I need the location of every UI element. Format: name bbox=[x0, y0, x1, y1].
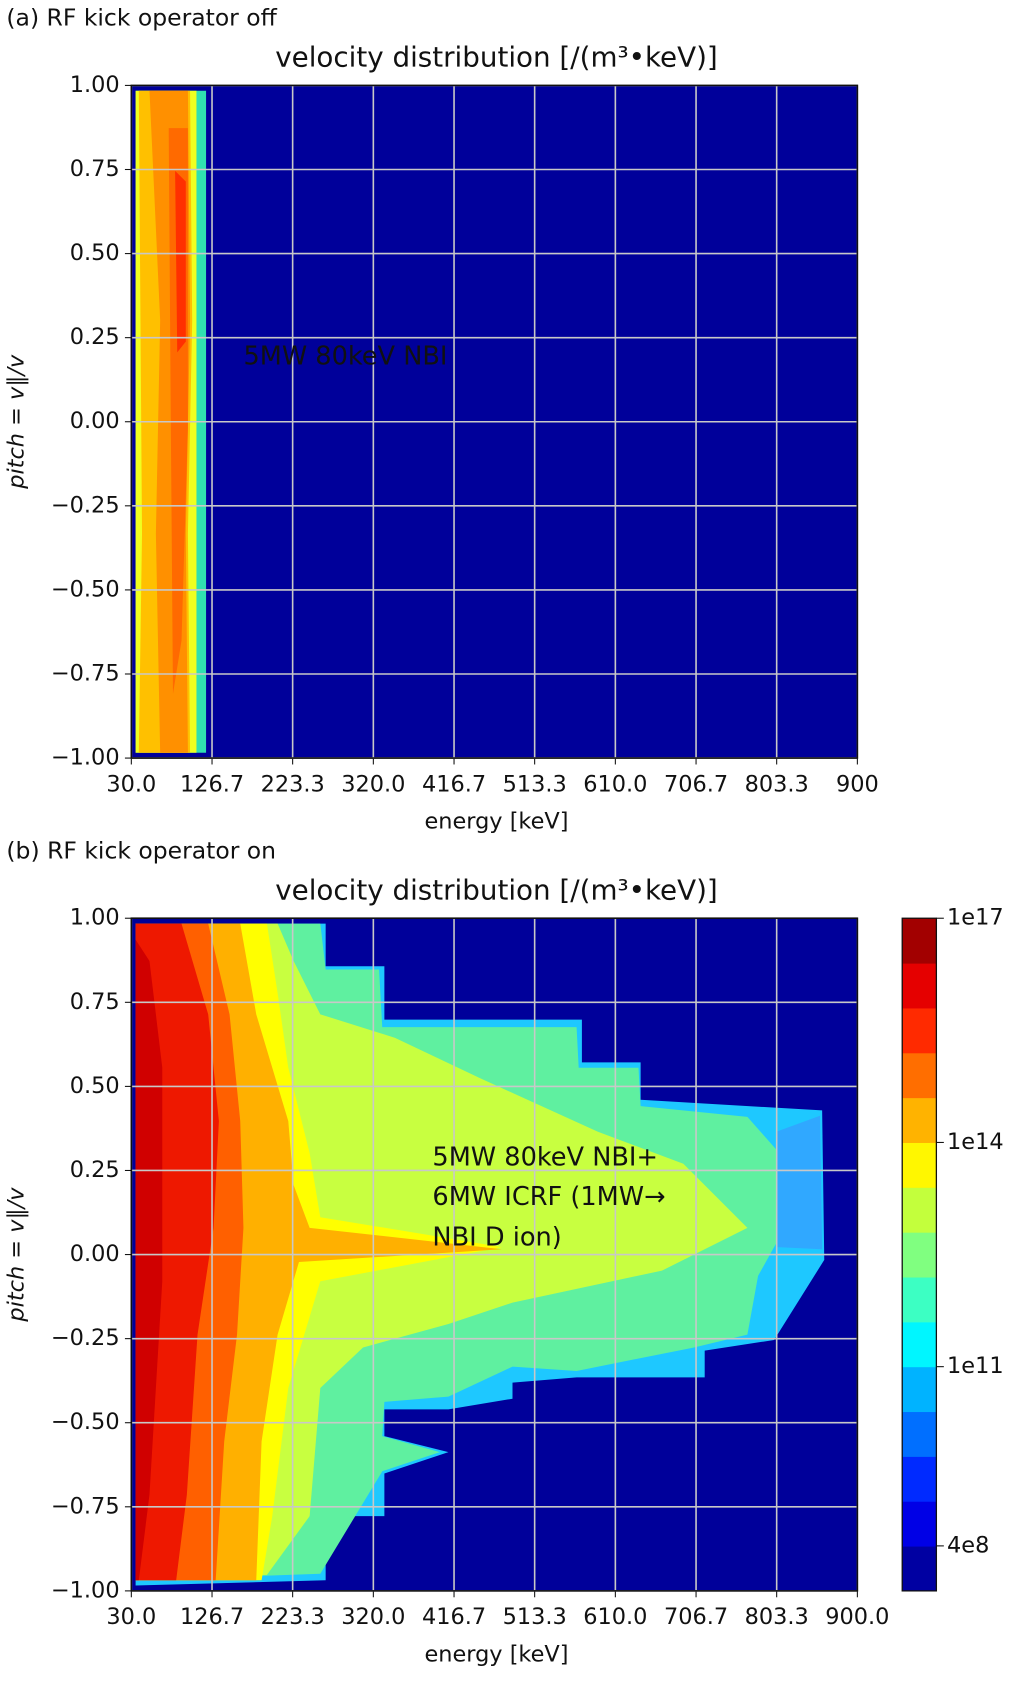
y-tick-label: −0.75 bbox=[51, 1493, 120, 1519]
colorbar-band bbox=[902, 1276, 937, 1323]
y-tick-label: −1.00 bbox=[51, 745, 120, 771]
x-tick-label: 223.3 bbox=[261, 771, 325, 797]
x-tick-label: 30.0 bbox=[106, 771, 156, 797]
x-tick-label: 513.3 bbox=[503, 1604, 567, 1630]
x-tick-label: 610.0 bbox=[583, 1604, 647, 1630]
colorbar-band bbox=[902, 1142, 937, 1188]
colorbar-band bbox=[902, 1007, 937, 1054]
annotation: NBI D ion) bbox=[432, 1223, 561, 1253]
x-tick-label: 706.7 bbox=[664, 1604, 728, 1630]
x-tick-label: 416.7 bbox=[422, 771, 486, 797]
annotation: 5MW 80keV NBI+ bbox=[432, 1142, 658, 1172]
colorbar-band bbox=[902, 1232, 937, 1278]
y-tick-label: −0.50 bbox=[51, 1409, 120, 1435]
y-tick-label: 0.75 bbox=[70, 989, 120, 1015]
annotation: 6MW ICRF (1MW→ bbox=[432, 1182, 665, 1212]
panel-label: (b) RF kick operator on bbox=[6, 837, 276, 865]
y-tick-label: 0.00 bbox=[70, 1241, 120, 1267]
colorbar-band bbox=[902, 1546, 937, 1592]
x-tick-label: 320.0 bbox=[341, 1604, 405, 1630]
x-tick-label: 320.0 bbox=[341, 771, 405, 797]
colorbar-tick-label: 1e17 bbox=[947, 905, 1004, 931]
colorbar-tick-label: 1e14 bbox=[947, 1129, 1004, 1155]
y-tick-label: 0.00 bbox=[70, 408, 120, 434]
y-tick-label: 1.00 bbox=[70, 905, 120, 931]
colorbar-band bbox=[902, 1321, 937, 1368]
x-tick-label: 610.0 bbox=[583, 771, 647, 797]
panel-label: (a) RF kick operator off bbox=[6, 4, 277, 32]
colorbar-band bbox=[902, 1411, 937, 1457]
y-tick-label: 0.25 bbox=[70, 1157, 120, 1183]
plot-frame bbox=[130, 84, 859, 759]
x-tick-label: 706.7 bbox=[664, 771, 728, 797]
y-tick-label: −0.25 bbox=[51, 492, 120, 518]
x-tick-label: 900.0 bbox=[825, 1604, 889, 1630]
chart-title: velocity distribution [/(m³•keV)] bbox=[275, 874, 718, 907]
y-tick-label: 0.25 bbox=[70, 324, 120, 350]
chart-title: velocity distribution [/(m³•keV)] bbox=[275, 41, 718, 74]
colorbar-band bbox=[902, 1456, 937, 1502]
annotation: 5MW 80keV NBI bbox=[243, 342, 447, 372]
x-axis-label: energy [keV] bbox=[425, 1641, 569, 1667]
x-tick-label: 30.0 bbox=[106, 1604, 156, 1630]
x-tick-label: 513.3 bbox=[503, 771, 567, 797]
y-tick-label: −0.75 bbox=[51, 660, 120, 686]
plot-frame bbox=[130, 917, 859, 1592]
colorbar-band bbox=[902, 1097, 937, 1143]
colorbar-band bbox=[902, 1187, 937, 1233]
colorbar-band bbox=[902, 1366, 937, 1413]
y-tick-label: −1.00 bbox=[51, 1577, 120, 1603]
x-tick-label: 900 bbox=[836, 771, 879, 797]
colorbar-band bbox=[902, 1501, 937, 1547]
y-tick-label: 0.75 bbox=[70, 156, 120, 182]
x-axis-label: energy [keV] bbox=[425, 809, 569, 835]
x-tick-label: 126.7 bbox=[180, 1604, 244, 1630]
y-tick-label: 1.00 bbox=[70, 72, 120, 98]
colorbar-band bbox=[902, 918, 937, 964]
colorbar-tick-label: 1e11 bbox=[947, 1353, 1004, 1379]
y-axis-label: pitch = v∥/v bbox=[4, 354, 30, 490]
colorbar-band bbox=[902, 963, 937, 1009]
x-tick-label: 223.3 bbox=[261, 1604, 325, 1630]
y-tick-label: −0.25 bbox=[51, 1325, 120, 1351]
colorbar-tick-label: 4e8 bbox=[947, 1532, 989, 1558]
y-axis-label: pitch = v∥/v bbox=[4, 1187, 30, 1323]
y-tick-label: 0.50 bbox=[70, 1073, 120, 1099]
colorbar-band bbox=[902, 1052, 937, 1099]
x-tick-label: 416.7 bbox=[422, 1604, 486, 1630]
x-tick-label: 803.3 bbox=[745, 771, 809, 797]
x-tick-label: 803.3 bbox=[745, 1604, 809, 1630]
y-tick-label: −0.50 bbox=[51, 576, 120, 602]
y-tick-label: 0.50 bbox=[70, 240, 120, 266]
colorbar-frame bbox=[901, 917, 938, 1592]
x-tick-label: 126.7 bbox=[180, 771, 244, 797]
